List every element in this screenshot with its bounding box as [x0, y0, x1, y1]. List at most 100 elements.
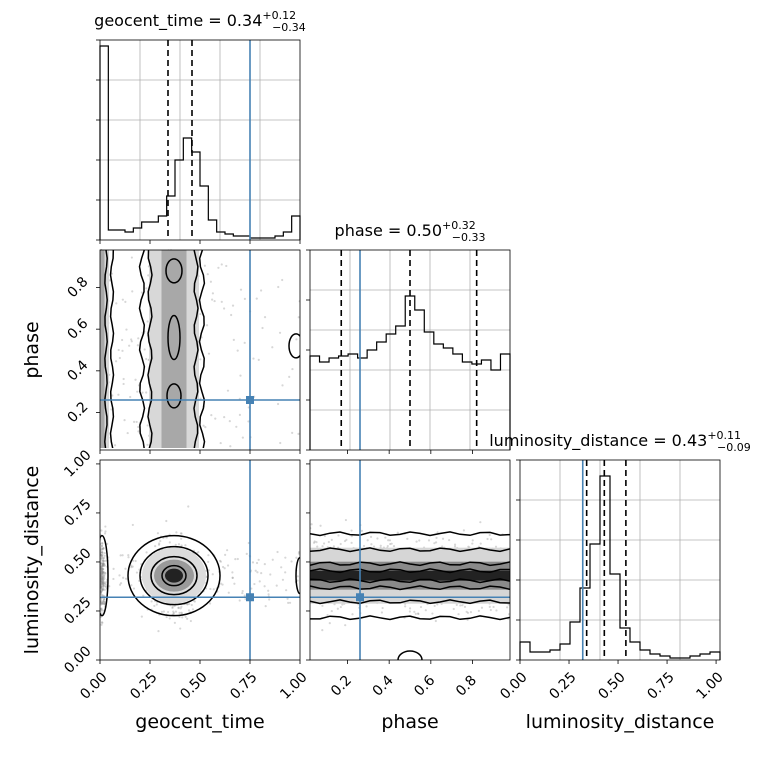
sample-point — [477, 609, 480, 613]
sample-point — [135, 420, 138, 424]
sample-point — [508, 613, 510, 616]
sample-point — [165, 519, 168, 523]
sample-point — [100, 551, 104, 554]
histogram-luminosity_distance — [519, 475, 721, 660]
sample-point — [172, 611, 176, 615]
sample-point — [101, 547, 104, 550]
contour-line — [193, 249, 199, 448]
sample-point — [100, 590, 102, 594]
sample-point — [100, 621, 104, 624]
contour-line — [139, 545, 209, 606]
sample-point — [287, 601, 290, 604]
sample-point — [276, 550, 279, 554]
sample-point — [100, 608, 103, 611]
sample-point — [100, 603, 103, 606]
sample-point — [100, 570, 104, 573]
sample-point — [102, 572, 105, 575]
sample-point — [205, 575, 208, 578]
sample-point — [436, 603, 439, 606]
sample-point — [285, 589, 288, 592]
sample-point — [199, 397, 202, 400]
sample-point — [297, 552, 300, 555]
sample-point — [288, 375, 291, 378]
sample-point — [146, 320, 149, 323]
sample-point — [103, 577, 106, 580]
contour-line — [161, 564, 187, 587]
sample-point — [220, 300, 223, 303]
sample-point — [101, 565, 104, 568]
sample-point — [257, 558, 260, 561]
sample-point — [239, 288, 243, 291]
y-tick-label: 0.50 — [61, 545, 94, 578]
sample-point — [310, 523, 313, 526]
sample-point — [441, 537, 445, 540]
sample-point — [233, 582, 236, 585]
sample-point — [136, 344, 139, 347]
sample-point — [101, 562, 105, 565]
sample-point — [434, 619, 437, 623]
contour-line — [310, 531, 510, 537]
sample-point — [199, 312, 202, 316]
sample-point — [101, 581, 105, 585]
sample-point — [380, 611, 384, 614]
sample-point — [102, 547, 105, 550]
x-tick-label: 0.2 — [328, 672, 355, 699]
x-axis-label: luminosity_distance — [526, 711, 715, 733]
sample-point — [220, 263, 223, 266]
sample-point — [155, 603, 158, 606]
sample-point — [100, 586, 102, 589]
sample-point — [100, 570, 102, 573]
sample-point — [100, 554, 102, 558]
sample-point — [166, 610, 170, 614]
sample-point — [100, 591, 103, 594]
contour-line — [310, 547, 510, 553]
sample-point — [100, 553, 103, 557]
sample-point — [131, 290, 134, 293]
sample-point — [251, 561, 255, 564]
sample-point — [100, 573, 104, 576]
sample-point — [103, 571, 106, 575]
quantile-lines — [167, 40, 627, 660]
sample-point — [252, 357, 255, 360]
sample-point — [118, 356, 121, 360]
sample-point — [396, 531, 399, 534]
sample-point — [236, 557, 239, 561]
panel-title-label: luminosity_distance = 0.43 — [489, 431, 707, 451]
sample-point — [332, 545, 336, 548]
sample-point — [131, 559, 135, 562]
sample-point — [101, 541, 104, 545]
sample-point — [327, 540, 330, 544]
sample-point — [102, 588, 105, 591]
sample-point — [506, 606, 509, 609]
sample-point — [180, 612, 184, 615]
sample-point — [140, 615, 143, 618]
x-tick-label: 0.75 — [644, 669, 677, 702]
sample-point — [100, 581, 103, 584]
sample-point — [217, 266, 220, 269]
sample-point — [187, 609, 191, 612]
sample-point — [100, 575, 103, 578]
sample-point — [100, 572, 103, 575]
sample-point — [210, 414, 213, 417]
sample-point — [100, 553, 102, 557]
y-tick-label: 0.4 — [64, 357, 91, 384]
sample-point — [173, 604, 176, 608]
panel-title-lower: −0.33 — [452, 231, 486, 244]
sample-point — [315, 541, 318, 544]
sample-point — [492, 605, 495, 609]
sample-point — [297, 432, 300, 435]
sample-point — [159, 539, 162, 543]
sample-point — [225, 264, 228, 268]
sample-point — [100, 590, 103, 593]
sample-point — [296, 579, 299, 582]
sample-point — [480, 606, 484, 609]
sample-point — [221, 583, 224, 586]
y-tick-label: 0.6 — [64, 316, 91, 343]
sample-point — [370, 543, 373, 546]
sample-point — [103, 575, 106, 578]
sample-point — [100, 580, 102, 583]
contour-line — [310, 585, 510, 591]
sample-point — [187, 505, 190, 508]
sample-point — [284, 556, 287, 559]
